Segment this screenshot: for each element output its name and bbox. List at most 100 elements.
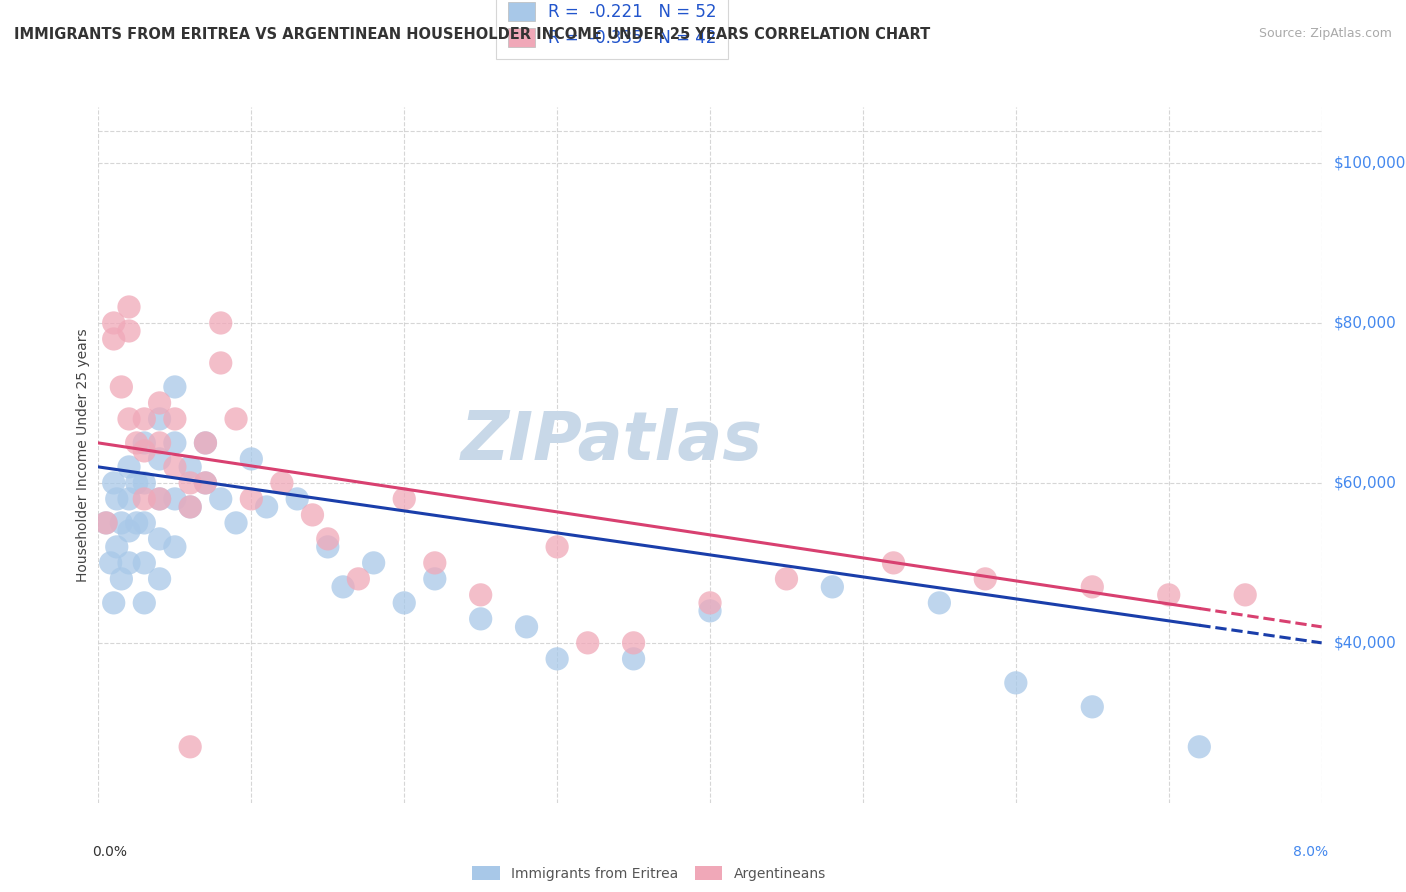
Legend: Immigrants from Eritrea, Argentineans: Immigrants from Eritrea, Argentineans [467, 861, 831, 887]
Point [194, 475, 217, 490]
Point [1081, 699, 1104, 714]
Point [110, 572, 132, 586]
Point [270, 475, 294, 490]
Point [194, 436, 217, 450]
Point [179, 475, 201, 490]
Point [149, 451, 172, 466]
Point [1188, 739, 1211, 754]
Point [179, 500, 201, 514]
Point [194, 475, 217, 490]
Point [392, 491, 416, 506]
Point [134, 412, 156, 426]
Y-axis label: Householder Income Under 25 years: Householder Income Under 25 years [76, 328, 90, 582]
Text: Source: ZipAtlas.com: Source: ZipAtlas.com [1258, 27, 1392, 40]
Point [105, 491, 128, 506]
Point [149, 491, 172, 506]
Point [134, 475, 156, 490]
Point [392, 596, 416, 610]
Point [699, 604, 721, 618]
Point [1004, 676, 1026, 690]
Point [179, 500, 201, 514]
Point [623, 652, 645, 666]
Point [134, 436, 156, 450]
Point [103, 332, 125, 346]
Point [125, 516, 148, 530]
Point [209, 491, 232, 506]
Point [1157, 588, 1180, 602]
Point [103, 596, 125, 610]
Point [125, 475, 148, 490]
Point [225, 412, 247, 426]
Point [699, 596, 721, 610]
Point [118, 412, 141, 426]
Text: 8.0%: 8.0% [1292, 845, 1327, 858]
Point [163, 459, 186, 474]
Point [163, 491, 186, 506]
Point [103, 475, 125, 490]
Text: $40,000: $40,000 [1334, 635, 1396, 650]
Text: ZIPatlas: ZIPatlas [461, 408, 763, 474]
Text: $60,000: $60,000 [1334, 475, 1396, 491]
Point [240, 451, 263, 466]
Point [546, 652, 568, 666]
Point [347, 572, 370, 586]
Point [149, 572, 172, 586]
Point [821, 580, 844, 594]
Point [316, 532, 339, 546]
Point [105, 540, 128, 554]
Point [149, 436, 172, 450]
Point [1081, 580, 1104, 594]
Point [256, 500, 278, 514]
Point [363, 556, 385, 570]
Point [546, 540, 568, 554]
Point [301, 508, 323, 522]
Point [316, 540, 339, 554]
Text: 0.0%: 0.0% [93, 845, 128, 858]
Point [285, 491, 308, 506]
Point [149, 491, 172, 506]
Point [118, 556, 141, 570]
Point [928, 596, 950, 610]
Point [194, 436, 217, 450]
Point [134, 444, 156, 458]
Point [134, 596, 156, 610]
Point [883, 556, 905, 570]
Point [775, 572, 797, 586]
Point [179, 739, 201, 754]
Point [1234, 588, 1257, 602]
Point [163, 412, 186, 426]
Text: $100,000: $100,000 [1334, 155, 1406, 170]
Point [118, 524, 141, 538]
Point [209, 356, 232, 370]
Point [118, 324, 141, 338]
Point [974, 572, 997, 586]
Point [516, 620, 538, 634]
Point [125, 436, 148, 450]
Point [149, 396, 172, 410]
Point [100, 556, 122, 570]
Point [576, 636, 599, 650]
Point [110, 380, 132, 394]
Point [623, 636, 645, 650]
Point [118, 491, 141, 506]
Point [149, 532, 172, 546]
Point [240, 491, 263, 506]
Text: IMMIGRANTS FROM ERITREA VS ARGENTINEAN HOUSEHOLDER INCOME UNDER 25 YEARS CORRELA: IMMIGRANTS FROM ERITREA VS ARGENTINEAN H… [14, 27, 931, 42]
Point [163, 380, 186, 394]
Point [179, 459, 201, 474]
Point [209, 316, 232, 330]
Point [94, 516, 117, 530]
Point [423, 556, 446, 570]
Point [118, 300, 141, 314]
Point [94, 516, 117, 530]
Point [149, 412, 172, 426]
Point [163, 436, 186, 450]
Point [225, 516, 247, 530]
Point [470, 612, 492, 626]
Point [332, 580, 354, 594]
Point [103, 316, 125, 330]
Point [470, 588, 492, 602]
Point [110, 516, 132, 530]
Point [134, 556, 156, 570]
Point [134, 516, 156, 530]
